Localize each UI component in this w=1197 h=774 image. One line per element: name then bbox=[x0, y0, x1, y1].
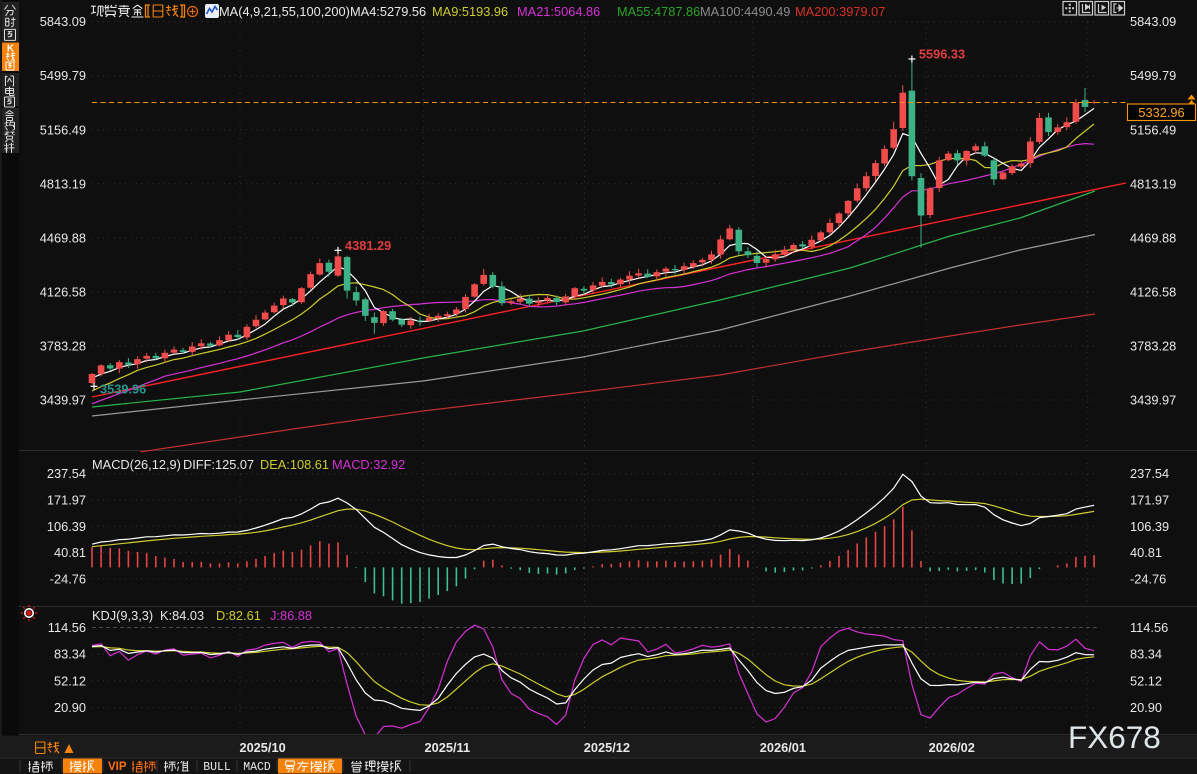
svg-text:237.54: 237.54 bbox=[1130, 466, 1169, 481]
svg-text:FX678: FX678 bbox=[1068, 719, 1161, 755]
svg-text:4813.19: 4813.19 bbox=[1130, 176, 1176, 191]
svg-text:2026/02: 2026/02 bbox=[929, 740, 975, 755]
svg-text:5596.33: 5596.33 bbox=[919, 47, 965, 62]
svg-text:52.12: 52.12 bbox=[54, 673, 86, 688]
svg-text:5843.09: 5843.09 bbox=[1130, 14, 1176, 29]
svg-text:BULL: BULL bbox=[203, 761, 231, 774]
svg-text:VIP: VIP bbox=[108, 761, 127, 773]
svg-text:2025/10: 2025/10 bbox=[239, 740, 285, 755]
svg-text:5156.49: 5156.49 bbox=[40, 122, 86, 137]
svg-text:2025/11: 2025/11 bbox=[425, 740, 471, 755]
svg-text:MA200:3979.07: MA200:3979.07 bbox=[795, 4, 885, 19]
svg-text:-24.76: -24.76 bbox=[1130, 571, 1166, 586]
svg-text:MA4:5279.56: MA4:5279.56 bbox=[350, 4, 426, 19]
svg-text:KDJ(9,3,3): KDJ(9,3,3) bbox=[92, 608, 153, 623]
svg-text:4126.58: 4126.58 bbox=[40, 284, 86, 299]
svg-text:5332.96: 5332.96 bbox=[1138, 105, 1184, 120]
svg-text:2025/12: 2025/12 bbox=[584, 740, 630, 755]
svg-text:5499.79: 5499.79 bbox=[40, 68, 86, 83]
svg-text:MACD: MACD bbox=[243, 761, 271, 774]
svg-text:83.34: 83.34 bbox=[1130, 647, 1162, 662]
svg-text:171.97: 171.97 bbox=[1130, 493, 1169, 508]
svg-text:K:84.03: K:84.03 bbox=[160, 608, 204, 623]
svg-text:4813.19: 4813.19 bbox=[40, 176, 86, 191]
svg-text:3539.96: 3539.96 bbox=[100, 381, 146, 396]
svg-text:MA9:5193.96: MA9:5193.96 bbox=[432, 4, 508, 19]
svg-text:4469.88: 4469.88 bbox=[1130, 230, 1176, 245]
svg-text:83.34: 83.34 bbox=[54, 647, 86, 662]
svg-text:40.81: 40.81 bbox=[54, 545, 86, 560]
svg-text:DEA:108.61: DEA:108.61 bbox=[260, 457, 329, 472]
svg-text:20.90: 20.90 bbox=[1130, 700, 1162, 715]
svg-text:52.12: 52.12 bbox=[1130, 673, 1162, 688]
svg-text:5843.09: 5843.09 bbox=[40, 14, 86, 29]
svg-text:3783.28: 3783.28 bbox=[1130, 339, 1176, 354]
svg-text:3439.97: 3439.97 bbox=[1130, 393, 1176, 408]
svg-text:106.39: 106.39 bbox=[47, 519, 86, 534]
svg-text:MA100:4490.49: MA100:4490.49 bbox=[700, 4, 790, 19]
svg-text:4126.58: 4126.58 bbox=[1130, 284, 1176, 299]
svg-text:MACD(26,12,9): MACD(26,12,9) bbox=[92, 457, 181, 472]
svg-text:171.97: 171.97 bbox=[47, 493, 86, 508]
svg-text:DIFF:125.07: DIFF:125.07 bbox=[183, 457, 254, 472]
svg-text:J:86.88: J:86.88 bbox=[270, 608, 312, 623]
svg-text:MA(4,9,21,55,100,200): MA(4,9,21,55,100,200) bbox=[219, 4, 350, 19]
svg-text:2026/01: 2026/01 bbox=[760, 740, 806, 755]
svg-text:3783.28: 3783.28 bbox=[40, 339, 86, 354]
svg-text:40.81: 40.81 bbox=[1130, 545, 1162, 560]
svg-text:3439.97: 3439.97 bbox=[40, 393, 86, 408]
svg-text:MA55:4787.86: MA55:4787.86 bbox=[617, 4, 700, 19]
svg-text:4469.88: 4469.88 bbox=[40, 230, 86, 245]
svg-text:106.39: 106.39 bbox=[1130, 519, 1169, 534]
svg-text:5499.79: 5499.79 bbox=[1130, 68, 1176, 83]
svg-text:114.56: 114.56 bbox=[48, 620, 86, 635]
svg-text:4381.29: 4381.29 bbox=[345, 238, 391, 253]
svg-text:5156.49: 5156.49 bbox=[1130, 122, 1176, 137]
svg-text:K: K bbox=[7, 44, 15, 55]
svg-text:114.56: 114.56 bbox=[1130, 620, 1168, 635]
svg-text:D:82.61: D:82.61 bbox=[216, 608, 261, 623]
svg-text:MACD:32.92: MACD:32.92 bbox=[332, 457, 405, 472]
svg-text:20.90: 20.90 bbox=[54, 700, 86, 715]
svg-text:MA21:5064.86: MA21:5064.86 bbox=[517, 4, 600, 19]
svg-text:-24.76: -24.76 bbox=[50, 571, 86, 586]
svg-text:237.54: 237.54 bbox=[47, 466, 86, 481]
